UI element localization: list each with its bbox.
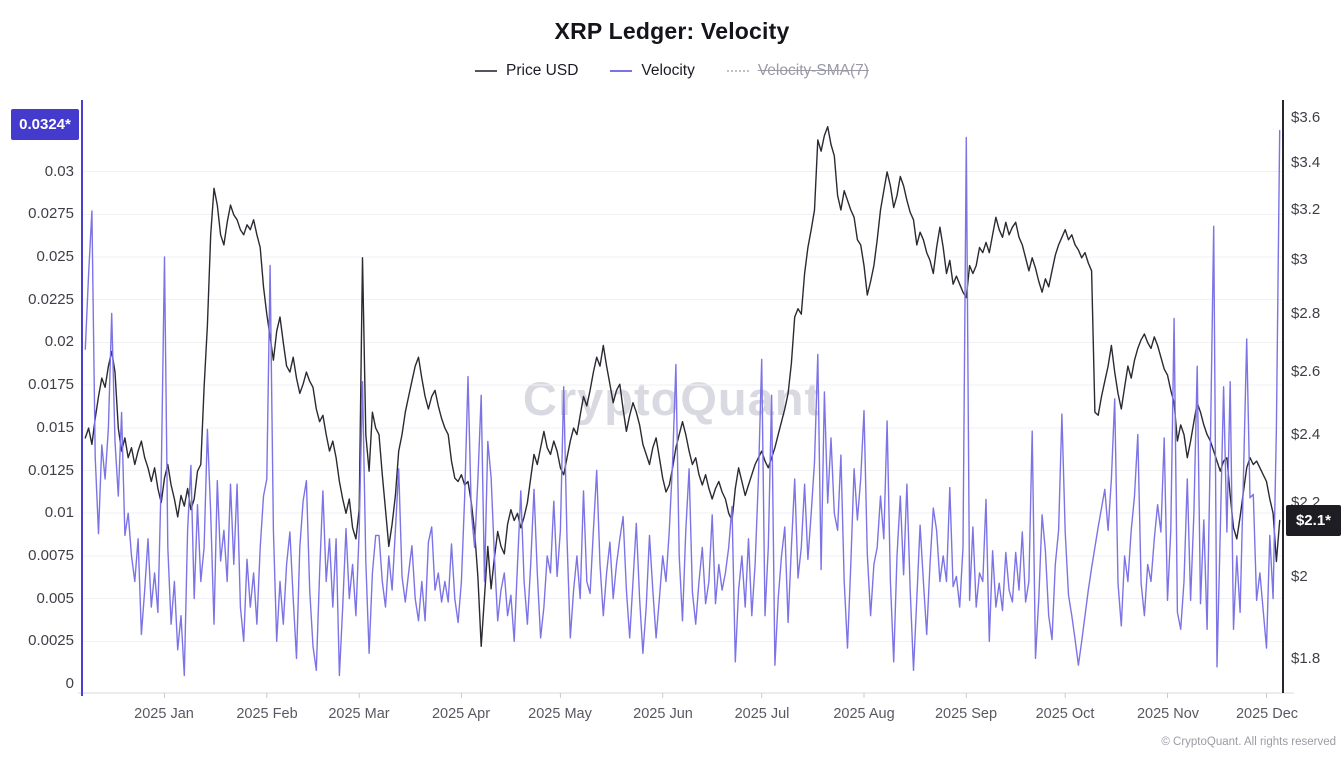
- price-latest-badge: $2.1*: [1286, 505, 1341, 536]
- x-axis-label: 2025 Dec: [1235, 706, 1299, 722]
- y-axis-label-right: $3.4: [1291, 154, 1321, 171]
- y-axis-label-left: 0.03: [44, 163, 74, 180]
- legend-item-velocity-sma7[interactable]: Velocity-SMA(7): [726, 62, 869, 80]
- x-axis-label: 2025 May: [528, 706, 592, 722]
- x-axis-label: 2025 Oct: [1035, 706, 1095, 722]
- y-axis-label-right: $2: [1291, 568, 1308, 585]
- legend-item-price-usd[interactable]: Price USD: [475, 62, 578, 80]
- y-axis-label-left: 0.01: [44, 504, 74, 521]
- price-line-swatch-icon: [475, 70, 498, 72]
- x-axis-label: 2025 Jul: [734, 706, 790, 722]
- velocity-line-swatch-icon: [610, 70, 633, 72]
- x-axis-label: 2025 Apr: [431, 706, 491, 722]
- page-title: XRP Ledger: Velocity: [554, 18, 790, 44]
- y-axis-label-right: $2.6: [1291, 363, 1321, 380]
- x-axis-label: 2025 Nov: [1136, 706, 1200, 722]
- y-axis-label-left: 0: [65, 675, 74, 692]
- y-axis-label-left: 0.025: [36, 248, 74, 265]
- y-axis-label-right: $2.8: [1291, 305, 1321, 322]
- y-axis-label-right: $3.6: [1291, 109, 1321, 126]
- y-axis-label-left: 0.0225: [28, 291, 74, 308]
- y-axis-label-right: $2.4: [1291, 426, 1321, 443]
- y-axis-label-right: $3.2: [1291, 201, 1321, 218]
- x-axis-label: 2025 Mar: [328, 706, 390, 722]
- price-line: [84, 125, 1281, 647]
- velocity-line: [84, 129, 1281, 677]
- y-axis-label-right: $3: [1291, 251, 1308, 268]
- y-axis-label-left: 0.005: [36, 590, 74, 607]
- legend-label-velocity-sma7: Velocity-SMA(7): [757, 62, 869, 79]
- x-axis-label: 2025 Aug: [833, 706, 895, 722]
- y-axis-label-right: $1.8: [1291, 650, 1321, 667]
- legend-item-velocity[interactable]: Velocity: [610, 62, 695, 80]
- x-axis-label: 2025 Jan: [134, 706, 194, 722]
- y-axis-label-left: 0.0125: [28, 462, 74, 479]
- x-axis-label: 2025 Sep: [934, 706, 998, 722]
- y-axis-label-left: 0.02: [44, 333, 74, 350]
- legend-label-price-usd: Price USD: [506, 62, 579, 79]
- y-axis-label-left: 0.0025: [28, 632, 74, 649]
- y-axis-label-left: 0.015: [36, 419, 74, 436]
- y-axis-label-left: 0.0175: [28, 376, 74, 393]
- velocity-sma7-line-swatch-icon: [726, 70, 749, 72]
- y-axis-label-left: 0.0275: [28, 205, 74, 222]
- legend-label-velocity: Velocity: [641, 62, 695, 79]
- copyright-notice: © CryptoQuant. All rights reserved: [1161, 736, 1336, 748]
- x-axis-label: 2025 Jun: [633, 706, 693, 722]
- y-axis-label-left: 0.0075: [28, 547, 74, 564]
- velocity-latest-badge: 0.0324*: [11, 109, 79, 140]
- legend: Price USD Velocity Velocity-SMA(7): [0, 62, 1344, 80]
- gridlines: [82, 171, 1283, 642]
- x-axis-label: 2025 Feb: [236, 706, 298, 722]
